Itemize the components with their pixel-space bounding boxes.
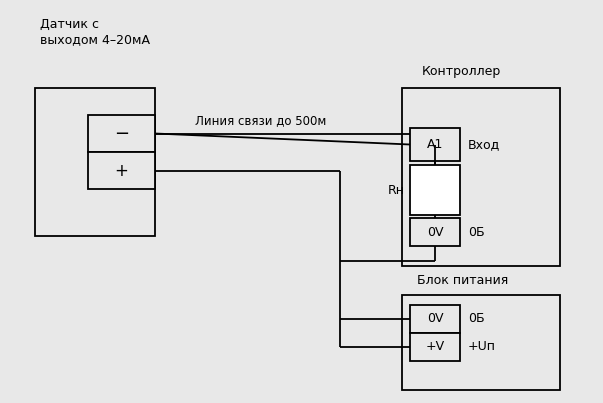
Text: Контроллер: Контроллер xyxy=(422,65,501,78)
Bar xyxy=(410,333,460,361)
Text: A1: A1 xyxy=(427,138,443,151)
Bar xyxy=(410,128,460,161)
Bar xyxy=(402,88,560,266)
Text: +: + xyxy=(115,162,128,179)
Text: Блок питания: Блок питания xyxy=(417,274,508,287)
Text: Rн: Rн xyxy=(388,183,405,197)
Text: 0V: 0V xyxy=(427,226,443,239)
Text: +V: +V xyxy=(426,341,444,353)
Text: Вход: Вход xyxy=(468,138,500,151)
Text: 0V: 0V xyxy=(427,312,443,326)
Text: 0Б: 0Б xyxy=(468,312,485,326)
Bar xyxy=(410,218,460,246)
Bar xyxy=(410,305,460,333)
Text: 0Б: 0Б xyxy=(468,226,485,239)
Text: −: − xyxy=(114,125,129,143)
Bar xyxy=(35,88,155,236)
Bar xyxy=(402,295,560,390)
Bar xyxy=(410,165,460,215)
Text: Линия связи до 500м: Линия связи до 500м xyxy=(195,114,326,127)
Bar xyxy=(88,152,155,189)
Text: Датчик с
выходом 4–20мА: Датчик с выходом 4–20мА xyxy=(40,18,150,46)
Text: +Uп: +Uп xyxy=(468,341,496,353)
Bar xyxy=(88,115,155,152)
